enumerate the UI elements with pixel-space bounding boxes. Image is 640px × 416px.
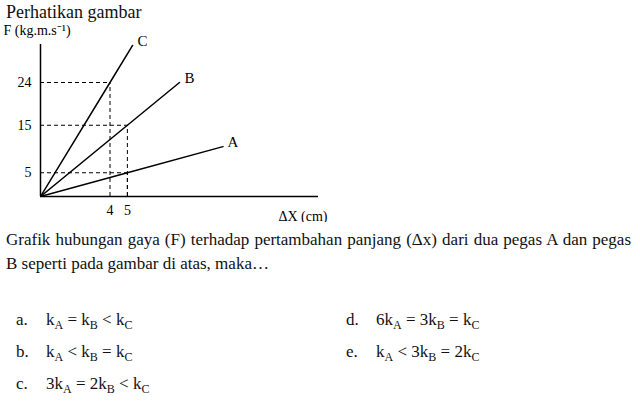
html-text:Perhatikan gambar: Perhatikan gambar — [6, 2, 142, 22]
html-text:c.: c. — [16, 374, 28, 393]
html-text:kA< kB= kC: kA< kB= kC — [46, 342, 133, 365]
html-text:Grafik hubungan gaya (F) terha: Grafik hubungan gaya (F) terhadap pertam… — [6, 230, 631, 273]
svg-text:15: 15 — [18, 118, 32, 133]
html-text:a.: a. — [16, 310, 28, 329]
html-text:e.: e. — [346, 342, 358, 361]
svg-text:24: 24 — [18, 75, 32, 90]
svg-text:B: B — [184, 70, 194, 86]
svg-text:5: 5 — [25, 165, 32, 180]
html-text:3kA= 2kB< kC: 3kA= 2kB< kC — [46, 374, 150, 397]
svg-text:A: A — [228, 134, 239, 150]
svg-text:5: 5 — [124, 203, 131, 218]
svg-text:C: C — [138, 33, 148, 49]
html-text:d.: d. — [346, 310, 359, 329]
svg-text:F (kg.m.s⁻¹): F (kg.m.s⁻¹) — [4, 23, 71, 39]
html-text:b.: b. — [16, 342, 29, 361]
html-text:kA< 3kB= 2kC: kA< 3kB= 2kC — [376, 342, 480, 365]
html-text:6kA= 3kB= kC: 6kA= 3kB= kC — [376, 310, 480, 333]
svg-text:ΔX (cm): ΔX (cm) — [278, 209, 327, 223]
svg-text:4: 4 — [107, 203, 114, 218]
html-text:kA= kB< kC: kA= kB< kC — [46, 310, 133, 333]
